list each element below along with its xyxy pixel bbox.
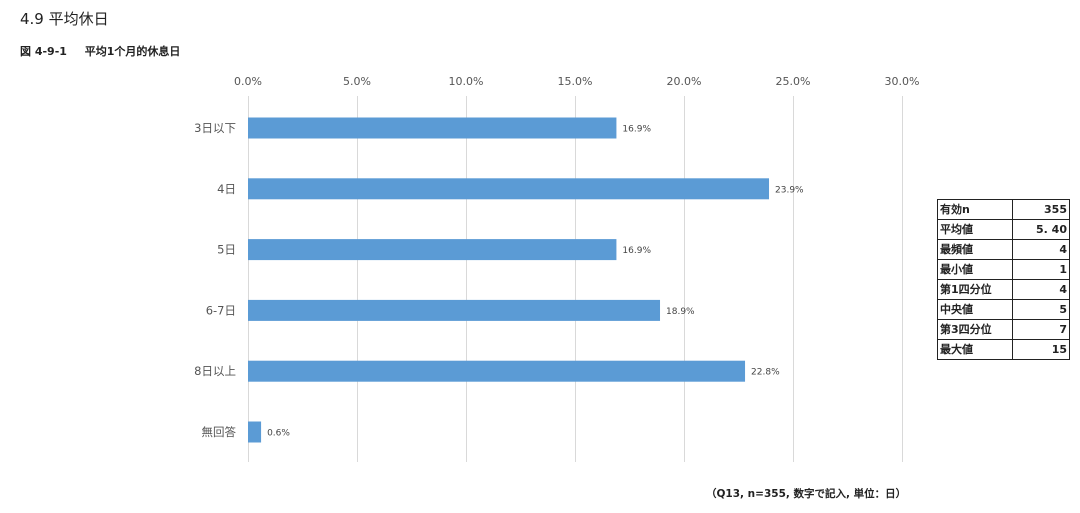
stats-value: 4 bbox=[1012, 239, 1070, 260]
stats-row: 最頻値 4 bbox=[937, 239, 1070, 260]
stats-row: 中央値 5 bbox=[937, 299, 1070, 320]
x-tick-label: 0.0% bbox=[234, 75, 262, 88]
figure-number: 図 4-9-1 bbox=[20, 45, 67, 58]
stats-label: 第3四分位 bbox=[937, 319, 1013, 340]
bar bbox=[248, 360, 746, 382]
stats-row: 最大値 15 bbox=[937, 339, 1070, 360]
stats-row: 有効n 355 bbox=[937, 199, 1070, 220]
category-label: 6-7日 bbox=[206, 303, 236, 317]
data-label: 0.6% bbox=[267, 429, 290, 439]
x-tick-label: 10.0% bbox=[449, 75, 484, 88]
bar bbox=[248, 178, 770, 200]
stats-label: 平均値 bbox=[937, 219, 1013, 240]
bar bbox=[248, 421, 262, 443]
x-tick-label: 15.0% bbox=[558, 75, 593, 88]
stats-value: 1 bbox=[1012, 259, 1070, 280]
x-tick-label: 30.0% bbox=[885, 75, 920, 88]
stats-row: 最小値 1 bbox=[937, 259, 1070, 280]
stats-value: 5 bbox=[1012, 299, 1070, 320]
bar bbox=[248, 117, 617, 139]
stats-label: 第1四分位 bbox=[937, 279, 1013, 300]
stats-row: 第1四分位 4 bbox=[937, 279, 1070, 300]
stats-row: 第3四分位 7 bbox=[937, 319, 1070, 340]
stats-value: 15 bbox=[1012, 339, 1070, 360]
x-tick-label: 5.0% bbox=[343, 75, 371, 88]
bar bbox=[248, 299, 661, 321]
data-label: 16.9% bbox=[622, 246, 651, 256]
stats-label: 最頻値 bbox=[937, 239, 1013, 260]
section-title: 4.9 平均休日 bbox=[20, 10, 109, 28]
x-tick-label: 20.0% bbox=[667, 75, 702, 88]
footnote: （Q13, n=355, 数字で記入, 単位：日） bbox=[706, 488, 907, 500]
data-label-layer: 16.9% 23.9% 16.9% 18.9% 22.8% 0.6% bbox=[267, 125, 804, 439]
grid-layer bbox=[248, 96, 903, 462]
category-label: 3日以下 bbox=[194, 121, 236, 135]
stats-value: 4 bbox=[1012, 279, 1070, 300]
data-label: 23.9% bbox=[775, 185, 804, 195]
category-label: 4日 bbox=[217, 182, 236, 196]
bar-layer bbox=[248, 117, 770, 443]
tick-label-layer: 0.0% 5.0% 10.0% 15.0% 20.0% 25.0% 30.0% bbox=[234, 75, 919, 88]
figure-title: 平均1个月的休息日 bbox=[84, 45, 181, 58]
bar bbox=[248, 239, 617, 261]
stats-value: 355 bbox=[1012, 199, 1070, 220]
stats-label: 中央値 bbox=[937, 299, 1013, 320]
stats-value: 7 bbox=[1012, 319, 1070, 340]
stats-label: 最小値 bbox=[937, 259, 1013, 280]
stats-value: 5. 40 bbox=[1012, 219, 1070, 240]
stats-table: 有効n 355 平均値 5. 40 最頻値 4 最小値 1 第1四分位 4 中央値 5 第3四分位 7 最大… bbox=[937, 199, 1070, 360]
category-label: 無回答 bbox=[202, 425, 237, 439]
data-label: 16.9% bbox=[622, 125, 651, 135]
data-label: 18.9% bbox=[666, 307, 695, 317]
category-label: 5日 bbox=[217, 243, 236, 257]
figure-caption: 図 4-9-1 平均1个月的休息日 bbox=[20, 43, 180, 59]
data-label: 22.8% bbox=[751, 368, 780, 378]
category-label: 8日以上 bbox=[194, 364, 236, 378]
stats-row: 平均値 5. 40 bbox=[937, 219, 1070, 240]
x-tick-label: 25.0% bbox=[776, 75, 811, 88]
stats-label: 最大値 bbox=[937, 339, 1013, 360]
stats-label: 有効n bbox=[937, 199, 1013, 220]
